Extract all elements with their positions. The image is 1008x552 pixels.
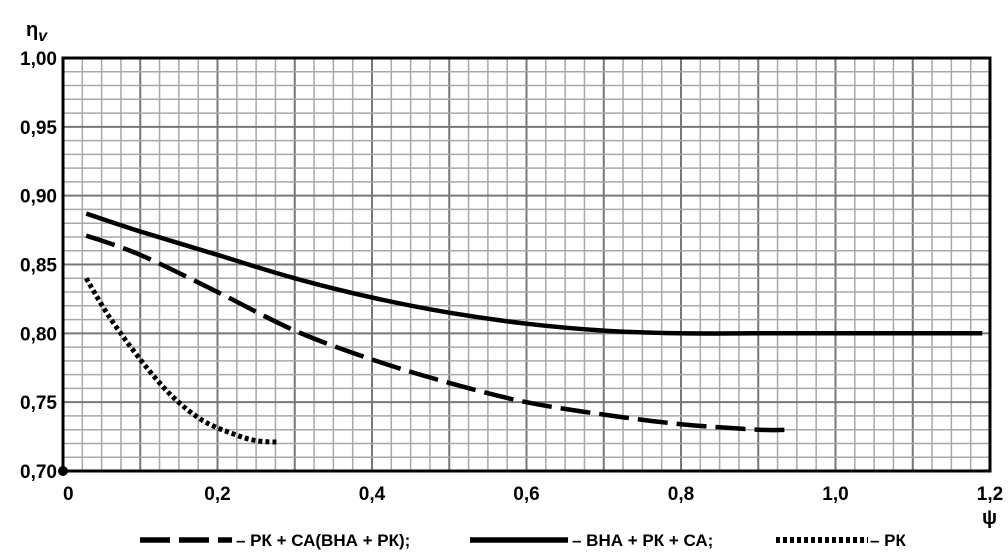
x-tick-label: 0,8	[668, 484, 694, 505]
y-tick-label: 0,70	[20, 462, 57, 483]
y-tick-labels: 0,70 0,75 0,80 0,85 0,90 0,95 1,00	[20, 49, 57, 483]
series-layer	[84, 211, 983, 445]
x-axis-label: ψ	[982, 507, 997, 529]
y-axis-label: ηv	[26, 19, 48, 45]
y-axis-label-sub: v	[38, 28, 48, 45]
x-tick-label: 0	[63, 484, 74, 505]
legend-label: – ВНА + РК + СА;	[572, 531, 713, 550]
x-tick-label: 1,0	[822, 484, 848, 505]
legend: – РК + СА(ВНА + РК); – ВНА + РК + СА; – РК	[140, 531, 907, 550]
x-tick-label: 0,2	[204, 484, 230, 505]
grid	[63, 58, 990, 471]
y-tick-label: 0,80	[20, 324, 57, 345]
legend-label: – РК + СА(ВНА + РК);	[236, 531, 410, 550]
plot-frame	[61, 56, 992, 473]
y-tick-label: 0,75	[20, 393, 57, 414]
origin-dot	[58, 466, 68, 476]
x-tick-label: 1,2	[977, 484, 1003, 505]
x-tick-label: 0,4	[359, 484, 386, 505]
series-line-dashed	[85, 233, 790, 433]
x-tick-label: 0,6	[513, 484, 539, 505]
series-line-dotted	[84, 277, 280, 445]
x-tick-labels: 0 0,2 0,4 0,6 0,8 1,0 1,2	[63, 484, 1003, 505]
y-tick-label: 0,90	[20, 187, 57, 208]
y-axis-label-main: η	[26, 19, 38, 41]
y-tick-label: 1,00	[20, 49, 57, 70]
y-tick-label: 0,85	[20, 256, 57, 277]
legend-label: – РК	[870, 531, 907, 550]
y-tick-label: 0,95	[20, 118, 57, 139]
series-line-solid	[85, 211, 983, 336]
